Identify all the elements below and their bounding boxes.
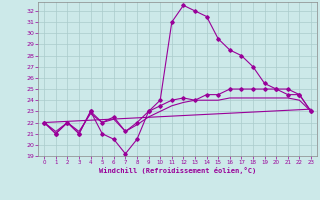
X-axis label: Windchill (Refroidissement éolien,°C): Windchill (Refroidissement éolien,°C) [99,167,256,174]
